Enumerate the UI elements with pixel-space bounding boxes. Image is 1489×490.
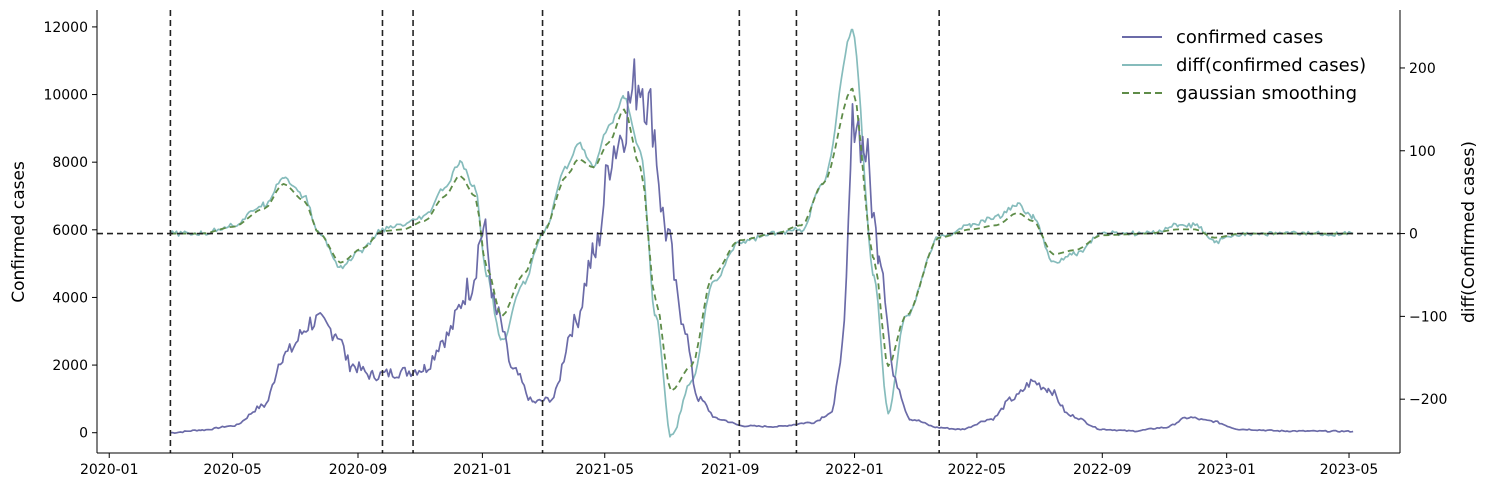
x-tick-label-6: 2022-01 [825,462,884,478]
y2-tick-label-3: 100 [1409,144,1436,160]
y-tick-label-1: 2000 [52,358,88,374]
x-tick-label-1: 2020-05 [203,462,262,478]
y-axis-label: Confirmed cases [9,161,29,303]
x-tick-label-10: 2023-05 [1320,462,1379,478]
reference-lines [97,10,1400,453]
y-tick-label-6: 12000 [43,20,88,36]
x-tick-label-2: 2020-09 [329,462,388,478]
x-tick-label-8: 2022-09 [1073,462,1132,478]
y2-tick-label-1: −100 [1409,309,1447,325]
legend: confirmed cases diff(confirmed cases) ga… [1122,27,1366,104]
legend-label-diff: diff(confirmed cases) [1176,55,1366,76]
x-tick-label-9: 2023-01 [1197,462,1256,478]
legend-label-smooth: gaussian smoothing [1176,83,1357,104]
x-tick-label-7: 2022-05 [948,462,1007,478]
x-tick-label-0: 2020-01 [80,462,139,478]
series-line-0 [170,58,1354,434]
y2-tick-label-4: 200 [1409,61,1436,77]
plot-area [169,28,1354,438]
legend-label-confirmed: confirmed cases [1176,27,1323,48]
y-tick-label-4: 8000 [52,155,88,171]
y-tick-label-5: 10000 [43,88,88,104]
y2-tick-label-0: −200 [1409,392,1447,408]
y-tick-label-2: 4000 [52,290,88,306]
axes [96,10,1401,454]
x-tick-label-3: 2021-01 [453,462,512,478]
x-tick-label-4: 2021-05 [575,462,634,478]
y-tick-label-0: 0 [79,426,88,442]
legend-entry-confirmed: confirmed cases [1122,27,1323,48]
tick-marks: 2020-01 2020-05 2020-09 2021-01 2021-05 2021-… [43,20,1447,478]
legend-entry-diff: diff(confirmed cases) [1122,55,1366,76]
legend-entry-smooth: gaussian smoothing [1122,83,1357,104]
y2-axis-label: diff(Confirmed cases) [1459,141,1479,323]
x-tick-label-5: 2021-09 [701,462,760,478]
y2-tick-label-2: 0 [1409,227,1418,243]
series-line-2 [170,87,1354,392]
y-tick-label-3: 6000 [52,223,88,239]
